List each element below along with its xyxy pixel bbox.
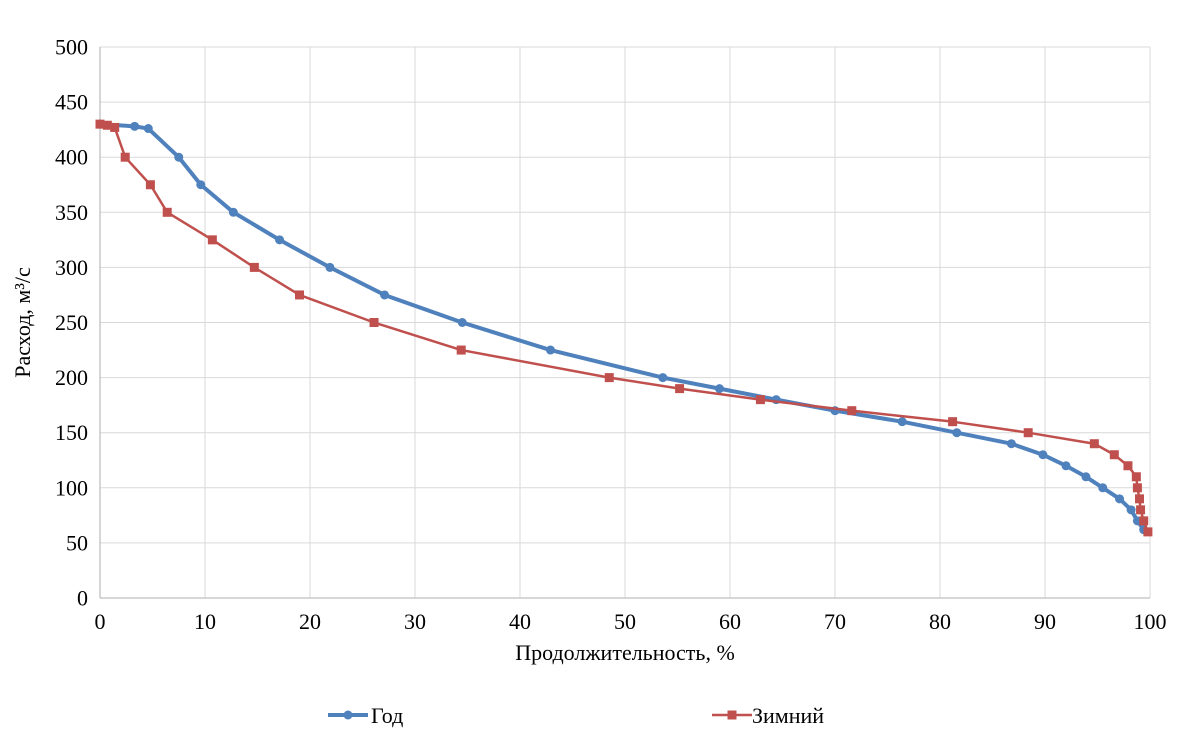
data-point-marker: [1081, 472, 1091, 482]
data-point-marker: [545, 345, 555, 355]
data-point-marker: [1136, 505, 1146, 515]
y-tick-label: 300: [55, 255, 88, 280]
y-tick-label: 450: [55, 90, 88, 115]
x-tick-label: 60: [719, 609, 741, 634]
data-point-marker: [1131, 472, 1141, 482]
data-point-marker: [1143, 527, 1153, 537]
data-point-marker: [897, 417, 907, 427]
data-point-marker: [755, 395, 765, 405]
data-point-marker: [715, 384, 724, 394]
data-point-marker: [120, 152, 130, 162]
data-point-marker: [249, 262, 259, 272]
data-point-marker: [162, 207, 172, 217]
y-tick-label: 150: [55, 420, 88, 445]
x-tick-label: 10: [194, 609, 216, 634]
legend-item-label: Зимний: [752, 703, 824, 728]
data-point-marker: [295, 290, 304, 300]
x-tick-label: 100: [1134, 609, 1167, 634]
x-tick-label: 70: [824, 609, 846, 634]
data-point-marker: [457, 318, 467, 327]
data-point-marker: [143, 124, 153, 134]
series-winter: [95, 119, 1153, 537]
data-point-marker: [1139, 516, 1149, 526]
tick-labels: 0 50 100 150 200 250 300 350 400 450 500 0 10 20 30 40 5…: [55, 35, 1167, 635]
data-point-marker: [95, 119, 105, 129]
data-point-marker: [456, 345, 466, 355]
x-tick-label: 80: [929, 609, 951, 634]
legend-marker-icon: [727, 710, 737, 720]
data-point-marker: [847, 406, 857, 416]
data-point-marker: [952, 428, 962, 438]
data-point-marker: [380, 290, 390, 300]
x-tick-label: 30: [404, 609, 426, 634]
axes: [99, 47, 1150, 599]
data-point-marker: [948, 417, 958, 427]
legend-marker-icon: [343, 710, 353, 720]
data-point-marker: [1038, 450, 1048, 460]
y-tick-label: 500: [55, 35, 88, 60]
data-point-marker: [174, 152, 184, 162]
data-point-marker: [1126, 505, 1136, 515]
data-point-marker: [604, 373, 614, 383]
data-point-marker: [1109, 450, 1119, 460]
y-tick-label: 0: [77, 586, 88, 611]
data-point-marker: [196, 180, 206, 190]
data-point-marker: [675, 384, 685, 394]
data-point-marker: [110, 122, 120, 132]
y-tick-label: 200: [55, 365, 88, 390]
data-point-marker: [1089, 439, 1099, 449]
data-point-marker: [369, 318, 379, 327]
data-point-marker: [130, 121, 140, 131]
y-tick-label: 350: [55, 200, 88, 225]
y-axis-title: Расход, м³/с: [10, 267, 35, 378]
series-line: [98, 122, 1146, 532]
data-point-marker: [207, 235, 217, 245]
data-point-marker: [275, 235, 285, 245]
data-point-marker: [1098, 483, 1108, 493]
x-tick-label: 40: [509, 609, 531, 634]
data-point-marker: [1135, 494, 1144, 504]
legend-item-year: Год: [328, 703, 403, 728]
y-tick-label: 50: [66, 530, 88, 555]
data-point-marker: [228, 207, 238, 217]
data-point-marker: [1061, 461, 1071, 471]
series-year: [95, 119, 1149, 535]
y-tick-label: 400: [55, 145, 88, 170]
data-point-marker: [1023, 428, 1033, 438]
data-point-marker: [1123, 461, 1133, 471]
gridlines: [100, 46, 1151, 598]
data-point-marker: [1132, 483, 1142, 493]
legend: Год Зимний: [328, 703, 824, 728]
data-point-marker: [325, 262, 335, 272]
x-tick-label: 20: [299, 609, 321, 634]
legend-item-winter: Зимний: [712, 703, 824, 728]
x-tick-label: 50: [614, 609, 636, 634]
data-point-marker: [658, 373, 668, 383]
y-tick-label: 250: [55, 310, 88, 335]
y-tick-label: 100: [55, 475, 88, 500]
legend-item-label: Год: [371, 703, 403, 728]
data-point-marker: [102, 120, 112, 130]
data-point-marker: [1006, 439, 1016, 449]
x-tick-label: 90: [1034, 609, 1056, 634]
data-point-marker: [145, 180, 155, 190]
x-tick-label: 0: [95, 609, 106, 634]
series-line: [98, 122, 1150, 534]
x-axis-title: Продолжительность, %: [515, 640, 735, 665]
data-point-marker: [1115, 494, 1125, 504]
